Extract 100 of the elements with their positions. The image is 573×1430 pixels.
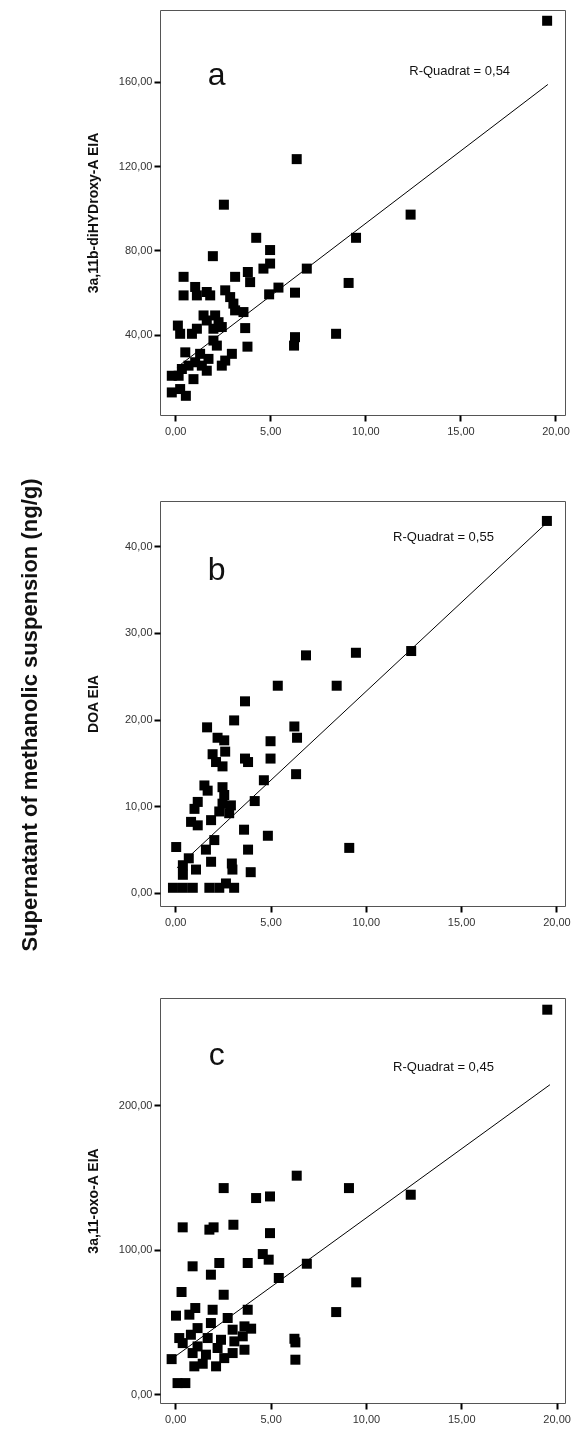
point bbox=[184, 1309, 195, 1320]
point bbox=[171, 1310, 182, 1321]
point bbox=[187, 1261, 198, 1272]
x-tick-label: 15,00 bbox=[447, 424, 475, 437]
point bbox=[191, 864, 202, 875]
point bbox=[205, 1318, 216, 1329]
y-tick-label: 120,00 bbox=[118, 159, 153, 172]
x-tick-label: 5,00 bbox=[260, 915, 282, 928]
point bbox=[258, 775, 269, 786]
x-tick-label: 15,00 bbox=[447, 915, 476, 928]
point bbox=[204, 882, 215, 893]
point bbox=[200, 844, 211, 855]
point bbox=[219, 789, 230, 800]
point bbox=[242, 1304, 253, 1315]
x-tick-label: 20,00 bbox=[543, 915, 571, 928]
point bbox=[202, 1333, 213, 1344]
x-tick-label: 0,00 bbox=[165, 915, 187, 928]
x-tick-label: 20,00 bbox=[543, 1412, 571, 1425]
point bbox=[292, 732, 303, 743]
point bbox=[263, 1254, 274, 1265]
point bbox=[192, 820, 203, 831]
point bbox=[290, 1354, 301, 1365]
point bbox=[219, 1353, 230, 1364]
point bbox=[218, 1183, 229, 1194]
point bbox=[541, 515, 552, 526]
point bbox=[207, 1304, 218, 1315]
y-tick-label: 20,00 bbox=[124, 713, 153, 726]
y-tick-label: 40,00 bbox=[124, 328, 153, 341]
point bbox=[176, 1287, 187, 1298]
annotation: R-Quadrat = 0,55 bbox=[393, 529, 494, 545]
annotation: R-Quadrat = 0,54 bbox=[409, 62, 511, 78]
x-tick-label: 10,00 bbox=[352, 424, 380, 437]
point bbox=[227, 1348, 238, 1359]
point bbox=[177, 1222, 188, 1233]
point bbox=[331, 680, 342, 691]
point bbox=[227, 1324, 238, 1335]
point bbox=[167, 882, 178, 893]
y-axis-title: 3a,11b-diHYDroxy-A EIA bbox=[84, 132, 101, 294]
point bbox=[166, 1354, 177, 1365]
x-tick-label: 0,00 bbox=[165, 1412, 187, 1425]
point bbox=[350, 647, 361, 658]
point bbox=[542, 1004, 553, 1015]
y-tick-label: 0,00 bbox=[131, 886, 153, 899]
point bbox=[290, 1337, 301, 1348]
point bbox=[343, 1183, 354, 1194]
point bbox=[229, 1336, 240, 1347]
point bbox=[229, 882, 240, 893]
point bbox=[265, 1191, 276, 1202]
point bbox=[249, 796, 260, 807]
point bbox=[239, 824, 250, 835]
point bbox=[218, 1289, 229, 1300]
annotation: c bbox=[208, 1035, 225, 1072]
y-axis-title: 3a,11-oxo-A EIA bbox=[84, 1148, 101, 1254]
point bbox=[351, 1277, 362, 1288]
point bbox=[209, 835, 220, 846]
y-tick-label: 10,00 bbox=[124, 799, 153, 812]
point bbox=[219, 735, 230, 746]
point bbox=[245, 867, 256, 878]
text: Supernatant of methanolic suspension (ng/g) bbox=[17, 478, 43, 952]
point bbox=[246, 1323, 257, 1334]
point bbox=[212, 1343, 223, 1354]
point bbox=[265, 1228, 276, 1239]
point bbox=[291, 1170, 302, 1181]
annotation: b bbox=[207, 550, 226, 587]
y-tick-label: 0,00 bbox=[131, 1387, 153, 1400]
y-tick-label: 160,00 bbox=[118, 75, 153, 88]
point bbox=[197, 1358, 208, 1369]
point bbox=[242, 1258, 253, 1268]
point bbox=[177, 882, 188, 893]
point bbox=[243, 757, 254, 768]
x-tick-label: 5,00 bbox=[260, 424, 282, 437]
point bbox=[205, 1269, 216, 1280]
y-tick-label: 40,00 bbox=[124, 539, 153, 552]
point bbox=[289, 721, 300, 732]
point bbox=[192, 1323, 203, 1334]
point bbox=[200, 1349, 211, 1360]
point bbox=[206, 856, 217, 867]
point bbox=[220, 746, 231, 757]
point bbox=[171, 842, 182, 853]
point bbox=[206, 815, 217, 826]
point bbox=[239, 1344, 250, 1355]
point bbox=[224, 808, 235, 819]
point bbox=[262, 830, 273, 841]
point bbox=[177, 1338, 188, 1349]
x-tick-label: 10,00 bbox=[352, 1412, 381, 1425]
point bbox=[344, 842, 355, 853]
y-tick-label: 200,00 bbox=[118, 1098, 153, 1111]
point bbox=[202, 785, 213, 796]
annotation: a bbox=[207, 55, 226, 92]
x-tick-label: 10,00 bbox=[352, 915, 381, 928]
point bbox=[228, 1219, 239, 1230]
point bbox=[187, 1348, 198, 1359]
point bbox=[214, 1258, 225, 1268]
point bbox=[227, 864, 238, 875]
point bbox=[202, 722, 213, 733]
point bbox=[211, 1361, 222, 1372]
point bbox=[214, 806, 225, 817]
point bbox=[220, 878, 231, 889]
point bbox=[300, 650, 311, 661]
point bbox=[272, 680, 283, 691]
